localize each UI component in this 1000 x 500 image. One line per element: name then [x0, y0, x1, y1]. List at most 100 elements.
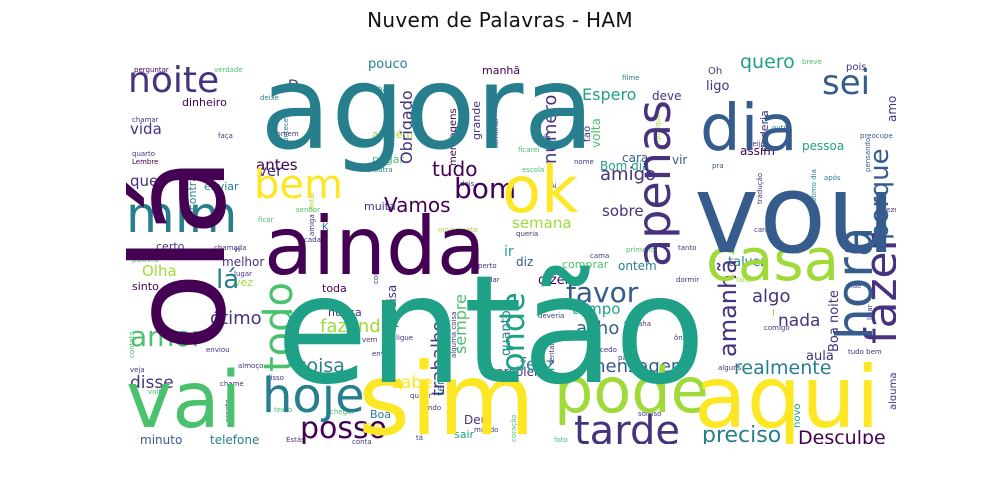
word-136: após	[824, 174, 841, 182]
word-cloud-canvas: perguntar verdade chamar deixe aconteceu Lemb…	[126, 52, 896, 444]
word-95: encontrar	[186, 170, 199, 224]
word-42: fazendo	[320, 316, 392, 337]
word-170: livre	[320, 374, 335, 382]
word-93: muita	[364, 200, 396, 213]
word-39: amigo	[600, 164, 656, 185]
word-63: ir	[504, 244, 514, 260]
word-150: ficar	[258, 216, 274, 224]
word-7: ainda	[264, 200, 486, 293]
word-146: cada	[304, 236, 321, 244]
word-96: dinheiro	[182, 96, 227, 109]
word-94: enviar	[204, 180, 239, 193]
word-134: pra	[712, 162, 724, 170]
word-168: chame	[220, 380, 244, 388]
word-5: aqui	[694, 348, 880, 444]
word-92: toda	[322, 282, 347, 295]
word-6: vai	[126, 356, 242, 444]
word-117: aconteceu	[282, 113, 290, 150]
word-66: quanto	[499, 310, 514, 356]
word-79: minuto	[140, 433, 182, 444]
word-77: diz	[516, 255, 533, 269]
word-126: pensando	[864, 138, 872, 172]
word-194: comer	[372, 262, 380, 284]
word-160: deveria	[538, 312, 564, 320]
word-75: deve	[652, 89, 681, 103]
word-173: mundo	[474, 426, 498, 434]
word-21: sei	[822, 63, 870, 103]
word-78: ontem	[618, 259, 657, 273]
word-57: quer	[130, 172, 165, 190]
word-97: pegar	[372, 153, 404, 166]
word-12: mim	[126, 186, 237, 244]
word-25: porque	[865, 148, 895, 240]
word-109: pois	[846, 62, 866, 73]
word-128: nome	[574, 158, 594, 166]
word-61: dizer	[538, 273, 571, 288]
word-197: ligar	[866, 304, 874, 320]
word-123: breve	[802, 58, 822, 66]
word-62: ligo	[706, 79, 729, 94]
word-70: precisa	[385, 285, 399, 328]
word-24: amor	[130, 320, 204, 353]
word-84: manhã	[482, 64, 520, 77]
word-157: vem	[362, 336, 377, 344]
word-83: melhor	[222, 255, 264, 269]
word-180: sorriso	[638, 410, 661, 418]
word-1: agora	[260, 52, 594, 176]
word-38: algo	[752, 286, 790, 307]
word-192: jantar	[308, 191, 316, 213]
word-195: tentando	[548, 332, 556, 364]
word-86: poderia	[758, 110, 771, 152]
word-113: perguntar	[134, 66, 169, 74]
word-64: D	[288, 78, 299, 94]
word-91: nunca	[328, 306, 362, 319]
word-145: chamada	[214, 244, 246, 252]
word-68: aula	[806, 349, 834, 364]
word-155: contato	[128, 331, 136, 358]
word-167: voltar	[148, 388, 168, 396]
word-147: palavra	[132, 256, 158, 264]
word-103: ter	[434, 380, 447, 396]
word-186: Tente	[365, 422, 385, 430]
word-9: pode	[554, 354, 709, 427]
word-182: cedo	[600, 346, 617, 354]
word-137: ótimo dia	[810, 169, 818, 202]
word-73: amo	[885, 96, 896, 122]
word-114: verdade	[214, 66, 243, 74]
word-189: terminar	[492, 118, 500, 148]
word-132: outra	[374, 166, 393, 174]
word-98: comprar	[562, 258, 609, 271]
word-153: falar	[736, 276, 752, 284]
word-90: sinto	[132, 280, 159, 293]
word-141: tanto	[678, 244, 697, 252]
word-110: pai	[376, 84, 391, 95]
word-130: mês	[536, 134, 551, 142]
word-52: sobre	[602, 202, 644, 220]
word-37: quero	[740, 52, 795, 73]
word-181: foto	[554, 436, 568, 444]
word-44: número	[540, 95, 561, 164]
word-20: bem	[254, 162, 343, 208]
word-53: sempre	[451, 294, 470, 354]
word-112: K	[322, 222, 329, 233]
word-16: apenas	[627, 100, 681, 267]
word-89: certo	[156, 240, 185, 253]
word-166: almoço	[238, 362, 263, 370]
word-125: preocupe	[860, 132, 893, 140]
word-193: novamente	[438, 226, 478, 234]
word-184: alguns	[718, 364, 742, 372]
word-28: lá	[216, 265, 239, 295]
word-100: Boa	[370, 408, 391, 421]
word-169: disso	[266, 374, 284, 382]
chart-title: Nuvem de Palavras - HAM	[367, 8, 633, 32]
word-69: Bom dia	[600, 159, 649, 173]
word-59: antes	[256, 156, 298, 174]
word-162: comigo	[764, 324, 790, 332]
word-102: vez	[234, 276, 253, 289]
word-191: amiga	[308, 214, 316, 236]
word-33: Desculpe	[798, 427, 886, 444]
word-80: telefone	[210, 433, 259, 444]
word-4: vou	[694, 150, 896, 278]
word-72: vir	[672, 153, 687, 167]
word-174: texto	[274, 406, 292, 414]
